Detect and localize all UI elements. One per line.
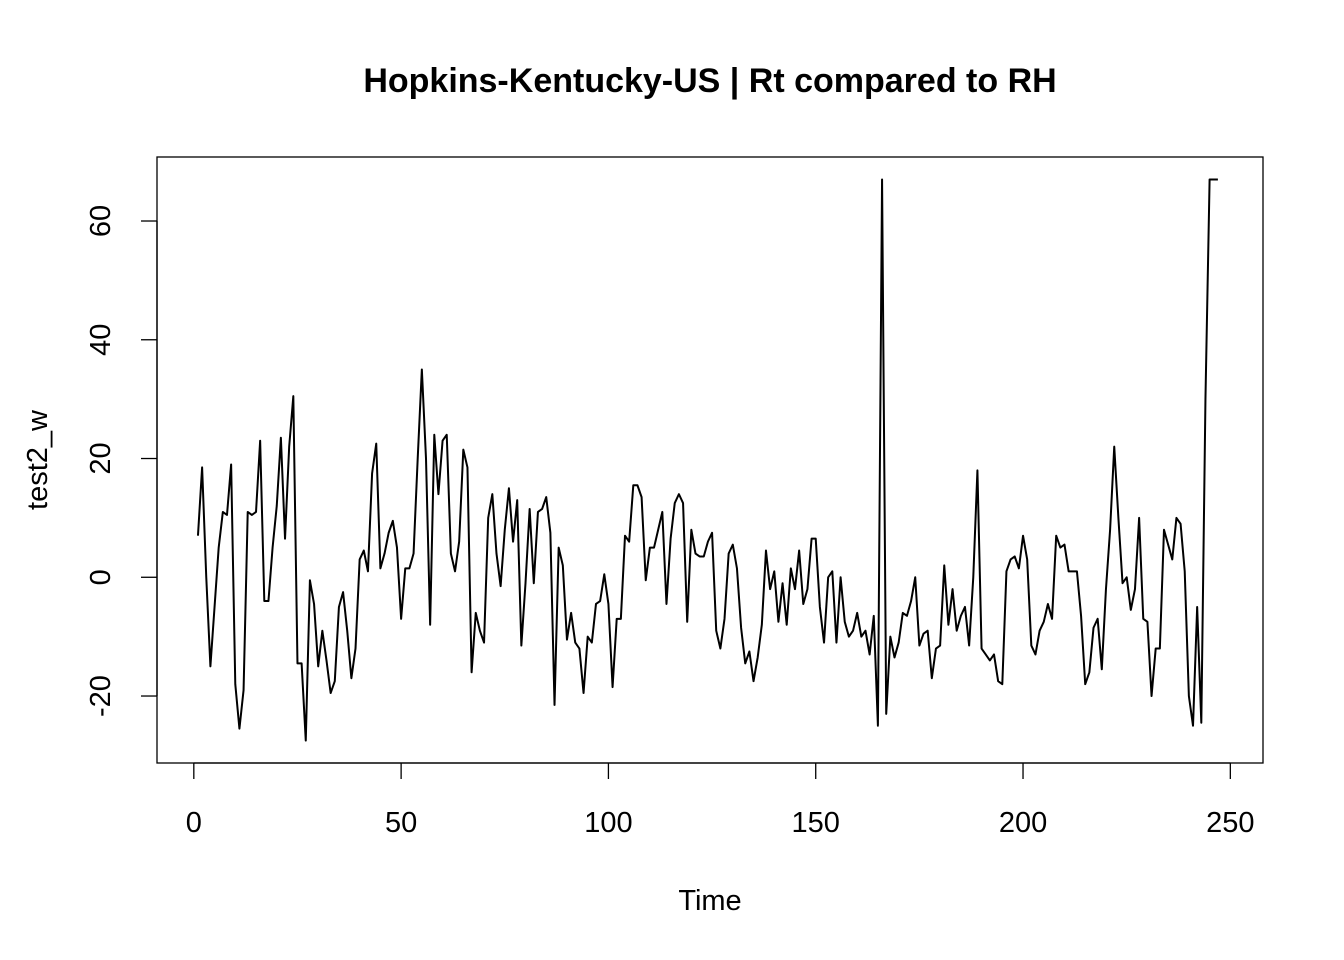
x-axis: 0 50 100 150 200 250: [186, 762, 1255, 839]
plot-frame: [156, 156, 1264, 764]
x-tick-label: 0: [186, 807, 202, 839]
x-axis-label: Time: [678, 885, 741, 917]
y-tick-label: -20: [85, 675, 117, 717]
x-tick-label: 250: [1206, 807, 1254, 839]
x-tick-label: 100: [584, 807, 632, 839]
x-tick-label: 150: [792, 807, 840, 839]
series-line: [196, 178, 1218, 742]
y-tick-label: 60: [85, 205, 117, 237]
y-tick-label: 0: [85, 569, 117, 585]
x-tick-label: 50: [385, 807, 417, 839]
y-tick-label: 40: [85, 324, 117, 356]
y-axis: -20 0 20 40 60: [85, 205, 158, 717]
y-tick-label: 20: [85, 442, 117, 474]
series-layer: [196, 178, 1218, 742]
y-axis-label: test2_w: [22, 409, 54, 510]
x-tick-label: 200: [999, 807, 1047, 839]
chart-title: Hopkins-Kentucky-US | Rt compared to RH: [363, 62, 1056, 100]
